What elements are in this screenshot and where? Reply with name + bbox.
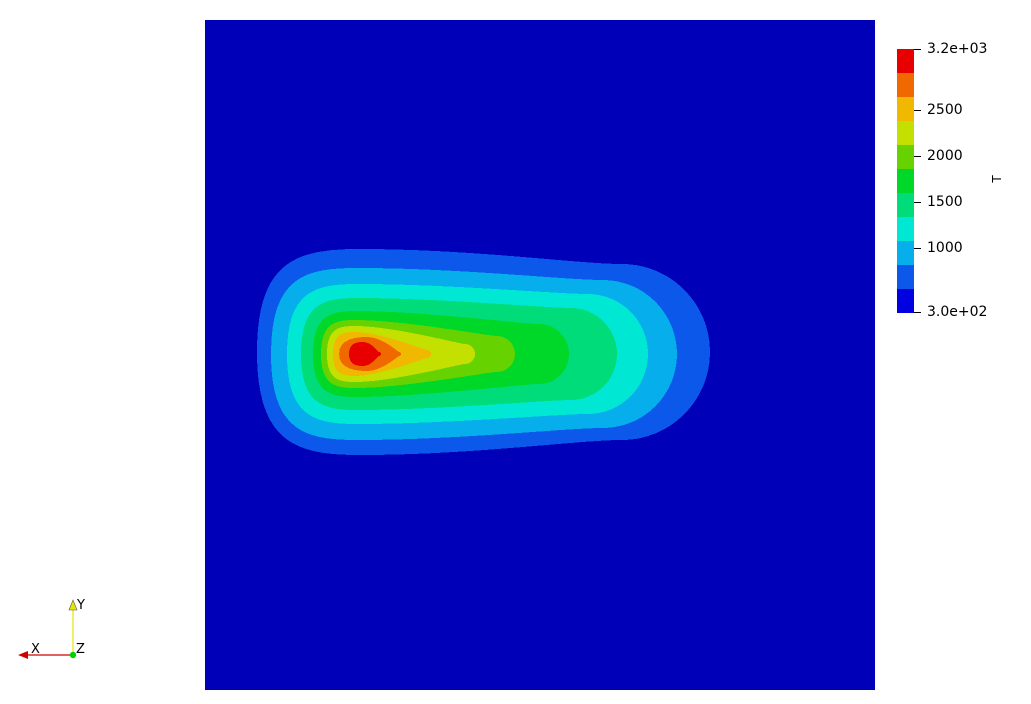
tick-label-max: 3.2e+03 — [927, 41, 988, 57]
scalar-bar-legend[interactable]: 3.2e+03 2500 2000 1500 1000 3.0e+02 — [897, 42, 1007, 320]
color-bar-segment — [897, 169, 914, 193]
z-axis-label: Z — [76, 642, 85, 657]
color-bar-segment — [897, 265, 914, 289]
x-axis-label: X — [31, 642, 40, 657]
scalar-bar-title: T — [990, 175, 1004, 183]
color-bar-segment — [897, 289, 914, 313]
z-axis-dot-icon — [69, 651, 77, 659]
color-bar-segment — [897, 121, 914, 145]
y-axis-arrow-icon — [68, 599, 78, 611]
y-axis-label: Y — [77, 598, 85, 613]
tick-2500 — [914, 110, 921, 111]
color-bar-segment — [897, 193, 914, 217]
color-bar-segment — [897, 145, 914, 169]
tick-max — [914, 49, 921, 50]
color-bar-segment — [897, 97, 914, 121]
color-bar-segment — [897, 49, 914, 73]
tick-label-2500: 2500 — [927, 102, 963, 118]
temperature-field-plot[interactable] — [205, 20, 875, 690]
tick-label-1500: 1500 — [927, 194, 963, 210]
temperature-contours — [257, 249, 710, 455]
color-bar-segment — [897, 241, 914, 265]
tick-min — [914, 312, 921, 313]
tick-label-1000: 1000 — [927, 240, 963, 256]
tick-1500 — [914, 202, 921, 203]
color-bar-segment — [897, 73, 914, 97]
x-axis-arrow-icon — [18, 651, 28, 659]
contour-band — [349, 342, 381, 366]
color-bar-segment — [897, 217, 914, 241]
tick-1000 — [914, 248, 921, 249]
tick-2000 — [914, 156, 921, 157]
orientation-axes-icon — [18, 599, 78, 659]
tick-label-min: 3.0e+02 — [927, 304, 988, 320]
tick-label-2000: 2000 — [927, 148, 963, 164]
orientation-axes[interactable]: Y X Z — [10, 590, 100, 670]
